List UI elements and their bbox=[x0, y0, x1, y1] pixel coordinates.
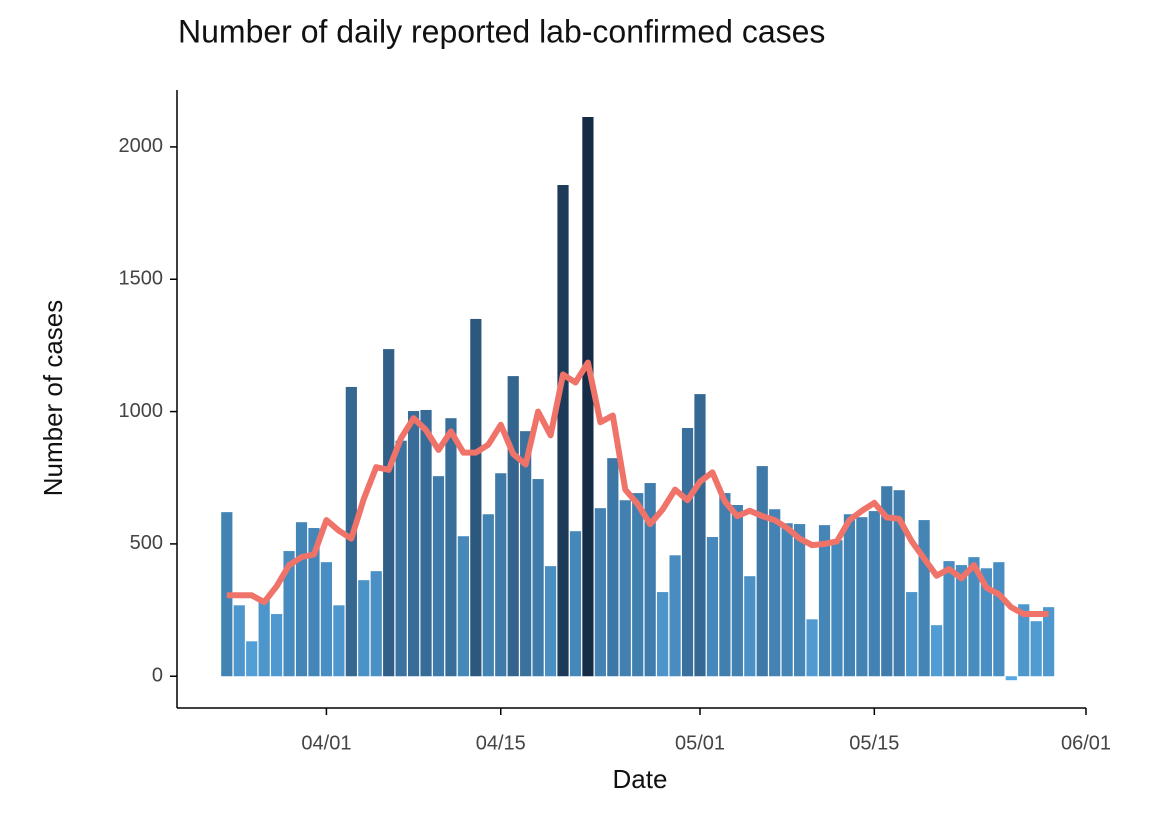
y-tick-label: 0 bbox=[152, 665, 163, 687]
bar bbox=[233, 605, 245, 677]
bar bbox=[395, 440, 407, 677]
bar bbox=[557, 185, 569, 677]
bar bbox=[756, 466, 768, 677]
bar bbox=[943, 561, 955, 677]
bar bbox=[246, 641, 258, 677]
x-axis-label: Date bbox=[613, 764, 668, 794]
bar bbox=[681, 427, 694, 677]
bar bbox=[657, 592, 669, 677]
x-tick-label: 04/15 bbox=[476, 732, 526, 754]
bar bbox=[333, 605, 345, 677]
bar bbox=[831, 540, 843, 677]
bar bbox=[843, 514, 856, 677]
bar bbox=[308, 528, 320, 677]
bar bbox=[1030, 621, 1042, 677]
bar bbox=[955, 565, 968, 677]
bar bbox=[582, 116, 594, 677]
bar bbox=[358, 580, 370, 677]
bar bbox=[271, 614, 283, 677]
bar bbox=[495, 473, 507, 677]
bar bbox=[594, 508, 606, 677]
bar bbox=[669, 555, 681, 677]
bar bbox=[507, 376, 519, 677]
bar bbox=[283, 551, 295, 677]
bar bbox=[445, 418, 457, 677]
x-tick-label: 04/01 bbox=[301, 732, 351, 754]
bar bbox=[881, 486, 893, 677]
bar bbox=[1043, 607, 1055, 677]
bar bbox=[706, 537, 719, 677]
bar bbox=[370, 571, 382, 677]
bar bbox=[619, 500, 631, 677]
bar bbox=[1005, 676, 1017, 681]
bar bbox=[532, 479, 544, 677]
x-tick-label: 05/15 bbox=[849, 732, 899, 754]
bar bbox=[457, 536, 470, 677]
bar bbox=[569, 531, 582, 677]
bar bbox=[781, 523, 793, 677]
bar bbox=[719, 493, 731, 677]
bar bbox=[407, 411, 420, 677]
y-tick-label: 2000 bbox=[119, 135, 164, 157]
bar bbox=[607, 458, 619, 677]
bar bbox=[470, 318, 482, 677]
x-tick-label: 05/01 bbox=[675, 732, 725, 754]
y-tick-label: 1000 bbox=[119, 400, 164, 422]
bar bbox=[420, 409, 432, 677]
bar bbox=[482, 514, 494, 677]
bar bbox=[818, 525, 831, 677]
bar bbox=[1018, 604, 1030, 677]
bar bbox=[731, 504, 743, 677]
bar bbox=[993, 562, 1005, 677]
bar bbox=[856, 517, 868, 677]
bar bbox=[980, 568, 992, 677]
bar bbox=[632, 493, 644, 677]
bar bbox=[520, 431, 532, 677]
bar bbox=[806, 619, 818, 677]
bar bbox=[793, 524, 806, 677]
y-axis-label: Number of cases bbox=[38, 300, 68, 497]
bar bbox=[644, 483, 656, 677]
bar bbox=[544, 566, 557, 677]
x-tick-label: 06/01 bbox=[1061, 732, 1111, 754]
bar bbox=[868, 511, 880, 677]
bar bbox=[432, 476, 445, 677]
bar bbox=[906, 592, 918, 677]
chart-title: Number of daily reported lab-confirmed c… bbox=[178, 13, 825, 49]
bar bbox=[258, 599, 270, 677]
bar bbox=[295, 522, 308, 677]
bar bbox=[744, 576, 756, 677]
bar bbox=[918, 520, 930, 677]
bar bbox=[320, 562, 333, 677]
trend-line bbox=[226, 359, 1049, 617]
bar bbox=[383, 349, 395, 677]
bar bbox=[769, 509, 781, 677]
y-tick-label: 1500 bbox=[119, 268, 164, 290]
bar bbox=[968, 557, 980, 677]
bar bbox=[694, 394, 706, 677]
bar bbox=[893, 490, 905, 677]
y-tick-label: 500 bbox=[130, 532, 163, 554]
bar bbox=[930, 625, 943, 677]
